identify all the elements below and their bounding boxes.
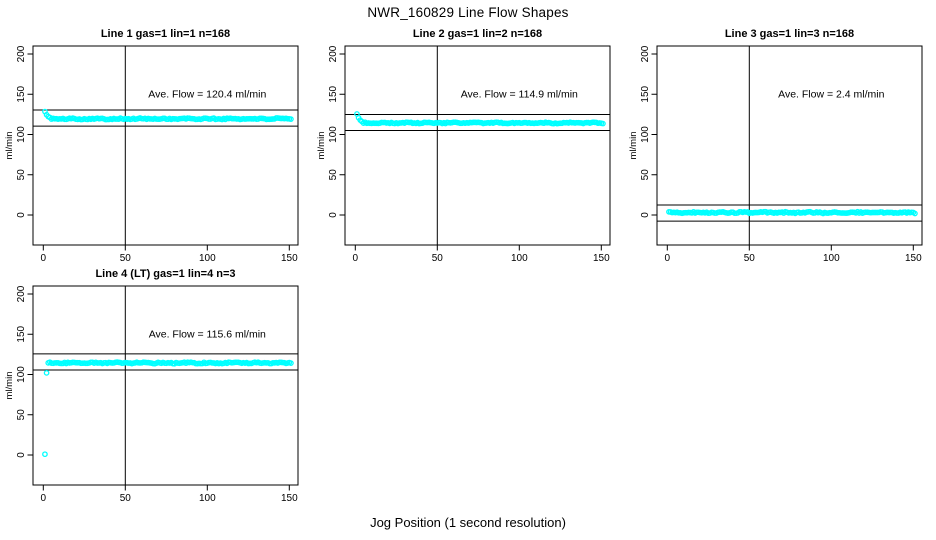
svg-text:200: 200 [640,45,651,62]
svg-text:200: 200 [328,45,339,62]
svg-text:150: 150 [905,253,922,264]
svg-text:0: 0 [41,253,47,264]
svg-text:50: 50 [120,493,132,504]
svg-text:Ave. Flow = 115.6 ml/min: Ave. Flow = 115.6 ml/min [149,328,266,340]
main-title: NWR_160829 Line Flow Shapes [367,5,569,20]
svg-text:100: 100 [16,366,27,383]
svg-text:50: 50 [640,169,651,181]
line-4-plot-svg: 0 50 100 150 0 50 100 150 200 ml/min Ave. Flow = 1… [4,268,299,504]
svg-text:150: 150 [281,253,298,264]
svg-text:ml/min: ml/min [4,372,15,400]
plot-row-1: 0 50 100 150 0 50 100 150 200 ml/min Ave. Flow = 1… [0,25,936,265]
svg-text:ml/min: ml/min [628,132,639,160]
svg-text:100: 100 [823,253,840,264]
svg-text:0: 0 [16,452,27,458]
svg-text:200: 200 [16,285,27,302]
svg-text:150: 150 [281,493,298,504]
svg-text:Line 1 gas=1 lin=1 n=168: Line 1 gas=1 lin=1 n=168 [101,28,230,40]
svg-text:50: 50 [744,253,756,264]
svg-text:Ave. Flow = 120.4 ml/min: Ave. Flow = 120.4 ml/min [148,88,266,100]
svg-text:50: 50 [328,169,339,181]
svg-text:150: 150 [328,85,339,102]
svg-text:0: 0 [640,212,651,218]
panel-line-1: 0 50 100 150 0 50 100 150 200 ml/min Ave. Flow = 1… [0,25,312,265]
svg-text:150: 150 [640,85,651,102]
svg-text:50: 50 [432,253,444,264]
svg-text:0: 0 [665,253,671,264]
svg-text:100: 100 [16,126,27,143]
svg-text:0: 0 [328,212,339,218]
svg-text:100: 100 [199,493,216,504]
x-axis-label: Jog Position (1 second resolution) [370,515,566,530]
svg-text:100: 100 [328,126,339,143]
svg-text:ml/min: ml/min [316,132,327,160]
svg-text:0: 0 [41,493,47,504]
svg-text:150: 150 [16,85,27,102]
svg-text:0: 0 [353,253,359,264]
svg-text:50: 50 [16,169,27,181]
line-2-plot-svg: 0 50 100 150 0 50 100 150 200 ml/min Ave. Flow = 1… [316,28,611,264]
panel-line-2: 0 50 100 150 0 50 100 150 200 ml/min Ave. Flow = 1… [312,25,624,265]
svg-text:Ave. Flow = 2.4 ml/min: Ave. Flow = 2.4 ml/min [778,88,884,100]
svg-text:50: 50 [120,253,132,264]
svg-text:50: 50 [16,409,27,421]
svg-text:Line 2 gas=1 lin=2 n=168: Line 2 gas=1 lin=2 n=168 [413,28,542,40]
panel-line-4: 0 50 100 150 0 50 100 150 200 ml/min Ave. Flow = 1… [0,265,312,505]
svg-text:Line 3 gas=1 lin=3 n=168: Line 3 gas=1 lin=3 n=168 [725,28,854,40]
svg-text:100: 100 [511,253,528,264]
line-3-plot-svg: 0 50 100 150 0 50 100 150 200 ml/min Ave. Flow = 2… [628,28,923,264]
svg-text:Line 4 (LT) gas=1 lin=4 n=3: Line 4 (LT) gas=1 lin=4 n=3 [95,268,235,280]
empty-area [312,265,936,505]
svg-text:150: 150 [593,253,610,264]
svg-text:ml/min: ml/min [4,132,15,160]
svg-text:100: 100 [640,126,651,143]
svg-text:Ave. Flow = 114.9 ml/min: Ave. Flow = 114.9 ml/min [461,88,578,100]
svg-text:150: 150 [16,325,27,342]
panel-line-3: 0 50 100 150 0 50 100 150 200 ml/min Ave. Flow = 2… [624,25,936,265]
plot-row-2: 0 50 100 150 0 50 100 150 200 ml/min Ave. Flow = 1… [0,265,936,505]
line-1-plot-svg: 0 50 100 150 0 50 100 150 200 ml/min Ave. Flow = 1… [4,28,299,264]
svg-text:200: 200 [16,45,27,62]
svg-text:0: 0 [16,212,27,218]
svg-text:100: 100 [199,253,216,264]
